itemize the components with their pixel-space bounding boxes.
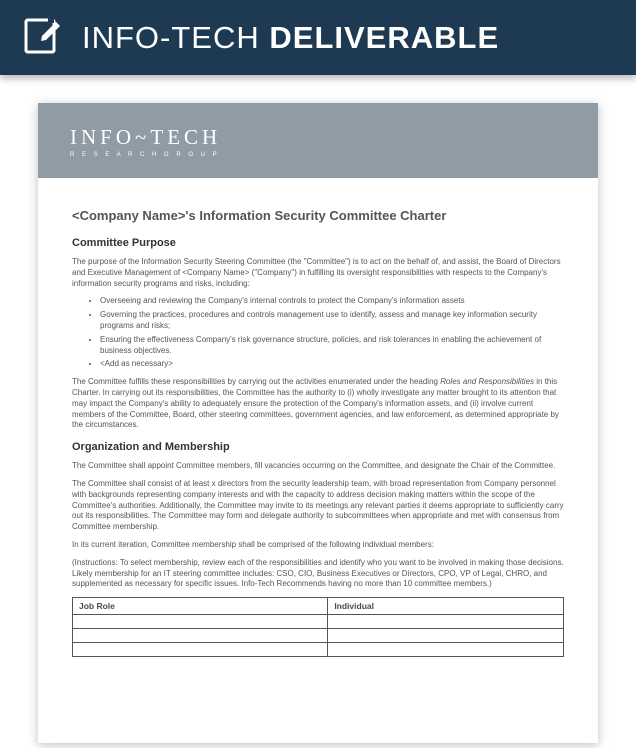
- table-row: [73, 643, 564, 657]
- banner-title: INFO-TECH DELIVERABLE: [82, 20, 499, 56]
- purpose-bullets: Overseeing and reviewing the Company's i…: [72, 296, 564, 370]
- table-cell: [73, 615, 328, 629]
- list-item: Ensuring the effectiveness Company's ris…: [100, 335, 564, 357]
- logo-sub: R E S E A R C H G R O U P: [70, 152, 566, 158]
- edit-icon: [22, 14, 64, 61]
- members-table: Job Role Individual: [72, 597, 564, 657]
- table-header-jobrole: Job Role: [73, 598, 328, 615]
- table-cell: [73, 629, 328, 643]
- page-container: INFO~TECH R E S E A R C H G R O U P <Com…: [0, 103, 636, 743]
- section-heading-org: Organization and Membership: [72, 441, 564, 453]
- list-item: Overseeing and reviewing the Company's i…: [100, 296, 564, 307]
- table-row: [73, 629, 564, 643]
- document-title: <Company Name>'s Information Security Co…: [72, 208, 564, 223]
- section-heading-purpose: Committee Purpose: [72, 237, 564, 249]
- table-header-row: Job Role Individual: [73, 598, 564, 615]
- list-item: <Add as necessary>: [100, 359, 564, 370]
- para2-italic: Roles and Responsibilities: [440, 377, 534, 386]
- table-cell: [328, 615, 564, 629]
- deliverable-banner: INFO-TECH DELIVERABLE: [0, 0, 636, 75]
- logo-main: INFO~TECH: [70, 125, 566, 150]
- document-page: INFO~TECH R E S E A R C H G R O U P <Com…: [38, 103, 598, 743]
- table-header-individual: Individual: [328, 598, 564, 615]
- page-header: INFO~TECH R E S E A R C H G R O U P: [38, 103, 598, 178]
- purpose-para2: The Committee fulfills these responsibil…: [72, 377, 564, 431]
- org-para2: The Committee shall consist of at least …: [72, 479, 564, 533]
- para2-a: The Committee fulfills these responsibil…: [72, 377, 440, 386]
- table-cell: [328, 629, 564, 643]
- list-item: Governing the practices, procedures and …: [100, 310, 564, 332]
- banner-title-bold: DELIVERABLE: [269, 20, 499, 55]
- table-cell: [73, 643, 328, 657]
- banner-title-light: INFO-TECH: [82, 20, 269, 55]
- table-cell: [328, 643, 564, 657]
- org-instructions: (Instructions: To select membership, rev…: [72, 558, 564, 590]
- org-para1: The Committee shall appoint Committee me…: [72, 461, 564, 472]
- table-row: [73, 615, 564, 629]
- page-body: <Company Name>'s Information Security Co…: [38, 178, 598, 667]
- org-para3: In its current iteration, Committee memb…: [72, 540, 564, 551]
- purpose-intro: The purpose of the Information Security …: [72, 257, 564, 289]
